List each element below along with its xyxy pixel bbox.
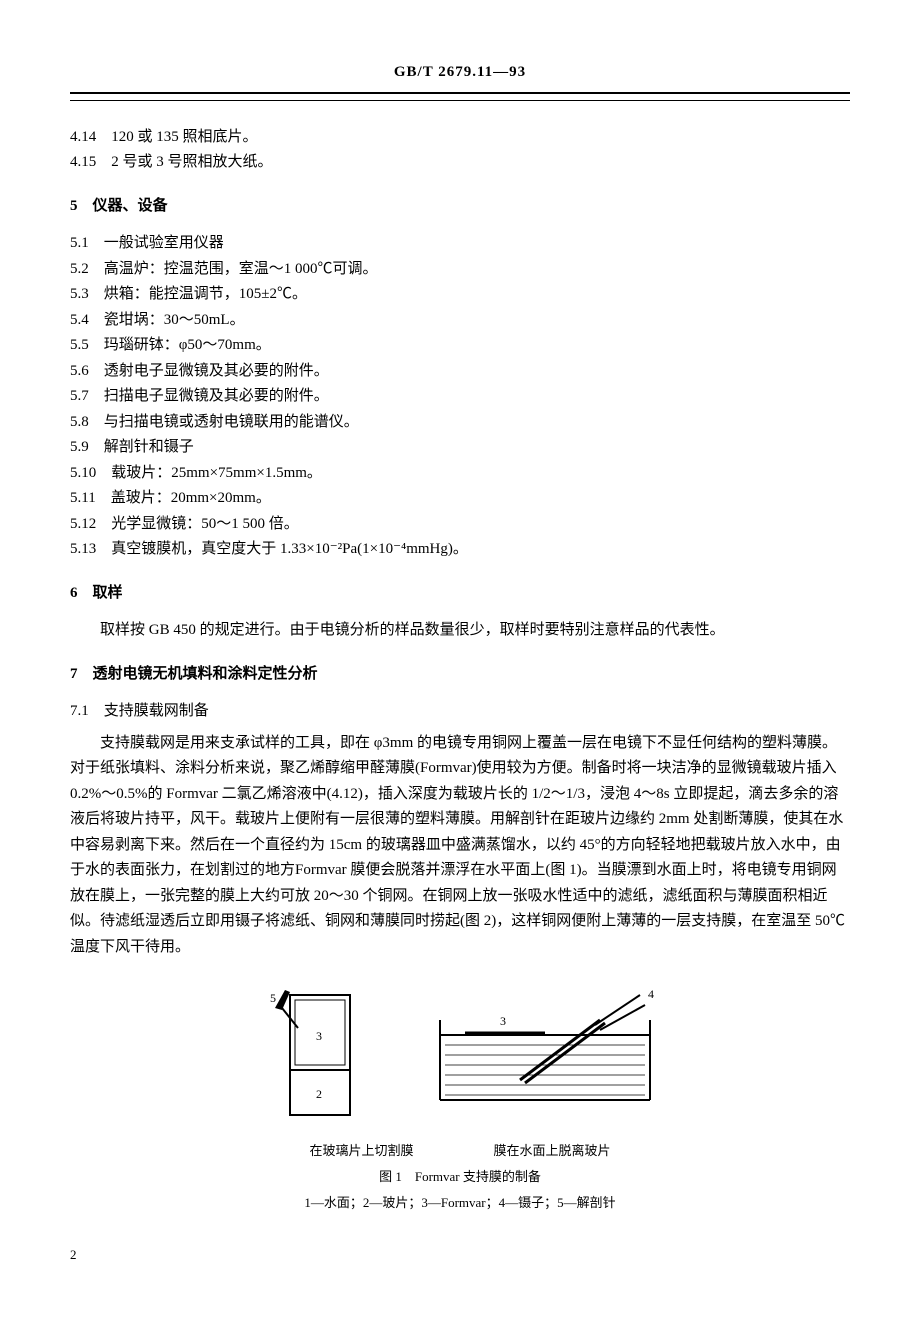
figure-right-label: 膜在水面上脱离玻片: [494, 1140, 611, 1162]
item-5-12: 5.12 光学显微镜：50～1 500 倍。: [70, 512, 850, 538]
item-5-1: 5.1 一般试验室用仪器: [70, 231, 850, 257]
figure-legend: 1—水面；2—玻片；3—Formvar；4—镊子；5—解剖针: [70, 1192, 850, 1214]
header-standard-code: GB/T 2679.11—93: [70, 60, 850, 86]
figure-1-left-diagram: 5 3 2: [260, 980, 390, 1130]
section-7-title: 7 透射电镜无机填料和涂料定性分析: [70, 662, 850, 688]
figure-1: 5 3 2: [70, 980, 850, 1214]
figure-left-label: 在玻璃片上切割膜: [309, 1140, 413, 1162]
figure-label-3: 3: [316, 1029, 322, 1043]
item-5-13: 5.13 真空镀膜机，真空度大于 1.33×10⁻²Pa(1×10⁻⁴mmHg)…: [70, 537, 850, 563]
section-7-1-title: 7.1 支持膜载网制备: [70, 699, 850, 725]
header-rule-top: [70, 92, 850, 94]
page-number: 2: [70, 1244, 850, 1266]
figure-label-4-right: 4: [648, 987, 654, 1001]
item-5-9: 5.9 解剖针和镊子: [70, 435, 850, 461]
section-7-1-para: 支持膜载网是用来支承试样的工具，即在 φ3mm 的电镜专用铜网上覆盖一层在电镜下…: [70, 731, 850, 961]
figure-1-right-diagram: 3 4: [430, 980, 660, 1130]
item-5-5: 5.5 玛瑙研钵：φ50～70mm。: [70, 333, 850, 359]
item-5-11: 5.11 盖玻片：20mm×20mm。: [70, 486, 850, 512]
item-5-10: 5.10 载玻片：25mm×75mm×1.5mm。: [70, 461, 850, 487]
item-5-6: 5.6 透射电子显微镜及其必要的附件。: [70, 359, 850, 385]
item-4-15: 4.15 2 号或 3 号照相放大纸。: [70, 150, 850, 176]
section-5-title: 5 仪器、设备: [70, 194, 850, 220]
item-5-2: 5.2 高温炉：控温范围，室温～1 000℃可调。: [70, 257, 850, 283]
item-5-3: 5.3 烘箱：能控温调节，105±2℃。: [70, 282, 850, 308]
section-6-title: 6 取样: [70, 581, 850, 607]
figure-caption: 图 1 Formvar 支持膜的制备: [70, 1166, 850, 1188]
item-5-4: 5.4 瓷坩埚：30～50mL。: [70, 308, 850, 334]
item-5-7: 5.7 扫描电子显微镜及其必要的附件。: [70, 384, 850, 410]
header-rule-bottom: [70, 100, 850, 101]
figure-label-5: 5: [270, 991, 276, 1005]
item-5-8: 5.8 与扫描电镜或透射电镜联用的能谱仪。: [70, 410, 850, 436]
figure-label-3-right: 3: [500, 1014, 506, 1028]
section-6-para: 取样按 GB 450 的规定进行。由于电镜分析的样品数量很少，取样时要特别注意样…: [70, 618, 850, 644]
figure-label-2: 2: [316, 1087, 322, 1101]
item-4-14: 4.14 120 或 135 照相底片。: [70, 125, 850, 151]
